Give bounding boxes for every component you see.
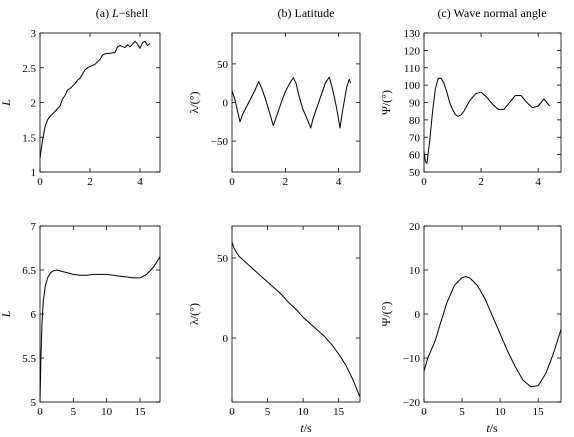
panel-title-a: (a) L−shell: [96, 6, 149, 20]
series-line: [423, 77, 550, 164]
plot-frame: [423, 225, 562, 403]
y-tick-label: 50: [217, 59, 229, 71]
y-tick-label: 2.5: [22, 63, 36, 75]
y-tick-label: 20: [409, 221, 421, 233]
y-tick-label: 3: [31, 28, 37, 40]
x-tick-label: 0: [229, 406, 235, 418]
y-axis-label: L: [0, 99, 13, 107]
y-axis-label: λ/(°): [187, 92, 201, 114]
y-axis-label: Ψ/(°): [379, 90, 393, 115]
y-tick-label: 60: [409, 150, 421, 162]
panel-a-top: 0 2 4 1 1.5 2 2.5 3 L: [0, 28, 161, 188]
y-tick-label: 6.5: [22, 265, 36, 277]
x-tick-label: 0: [37, 176, 43, 188]
y-tick-label: −20: [403, 397, 421, 409]
x-tick-label: 10: [298, 406, 310, 418]
x-axis-label-c: t/s: [486, 421, 498, 435]
y-tick-label: −50: [211, 136, 229, 148]
series-line: [231, 241, 361, 398]
y-tick-label: 2: [31, 98, 37, 110]
x-tick-label: 4: [336, 176, 342, 188]
y-tick-label: 5.5: [22, 353, 36, 365]
x-tick-label: 2: [87, 176, 93, 188]
x-tick-label: 5: [265, 406, 271, 418]
x-tick-label: 15: [135, 406, 147, 418]
series-line: [423, 276, 562, 388]
x-tick-label: 5: [71, 406, 77, 418]
x-tick-label: 5: [459, 406, 465, 418]
y-tick-label: 120: [404, 45, 421, 57]
x-tick-label: 15: [533, 406, 545, 418]
x-tick-label: 10: [495, 406, 507, 418]
panel-c-bottom: 0 5 10 15 −20 −10 0 10 20 Ψ/(°): [379, 221, 562, 418]
y-axis-label: Ψ/(°): [379, 302, 393, 327]
x-tick-label: 4: [137, 176, 143, 188]
x-tick-label: 2: [283, 176, 289, 188]
series-line: [231, 76, 352, 129]
plot-frame: [231, 225, 361, 403]
y-tick-label: 10: [409, 265, 421, 277]
plot-frame: [39, 225, 161, 403]
y-tick-label: 5: [31, 397, 37, 409]
panel-title-c: (c) Wave normal angle: [437, 6, 546, 20]
y-tick-label: 0: [223, 333, 229, 345]
y-tick-label: 80: [409, 115, 421, 127]
series-line: [39, 256, 161, 403]
x-tick-label: 0: [37, 406, 43, 418]
y-tick-label: 0: [223, 98, 229, 110]
panel-b-top: 0 2 4 −50 0 50 λ/(°): [187, 32, 361, 188]
x-tick-label: 15: [333, 406, 345, 418]
x-tick-label: 4: [535, 176, 541, 188]
plot-frame: [39, 32, 161, 173]
y-tick-label: 0: [415, 309, 421, 321]
x-tick-label: 10: [101, 406, 113, 418]
x-axis-label-b: t/s: [300, 421, 312, 435]
y-tick-label: 1.5: [22, 132, 36, 144]
panel-b-bottom: 0 5 10 15 0 50 λ/(°): [187, 225, 361, 418]
y-tick-label: 50: [217, 253, 229, 265]
y-axis-label: L: [0, 310, 13, 318]
y-tick-label: 70: [409, 132, 421, 144]
panel-title-b: (b) Latitude: [278, 6, 335, 20]
y-tick-label: 90: [409, 98, 421, 110]
y-tick-label: 110: [404, 63, 421, 75]
plot-frame: [231, 32, 361, 173]
series-line: [39, 40, 151, 159]
y-tick-label: 100: [404, 80, 421, 92]
x-tick-label: 0: [421, 406, 427, 418]
y-tick-label: −10: [403, 353, 421, 365]
y-axis-label: λ/(°): [187, 303, 201, 325]
x-tick-label: 2: [478, 176, 484, 188]
x-tick-label: 0: [421, 176, 427, 188]
panel-c-top: 0 2 4 50 60 70 80 90 100 110 120 130 Ψ/(°): [379, 28, 562, 188]
y-tick-label: 50: [409, 167, 421, 179]
y-tick-label: 1: [31, 167, 37, 179]
y-tick-label: 130: [404, 28, 421, 40]
y-tick-label: 6: [31, 309, 37, 321]
x-tick-label: 0: [229, 176, 235, 188]
y-tick-label: 7: [31, 221, 37, 233]
